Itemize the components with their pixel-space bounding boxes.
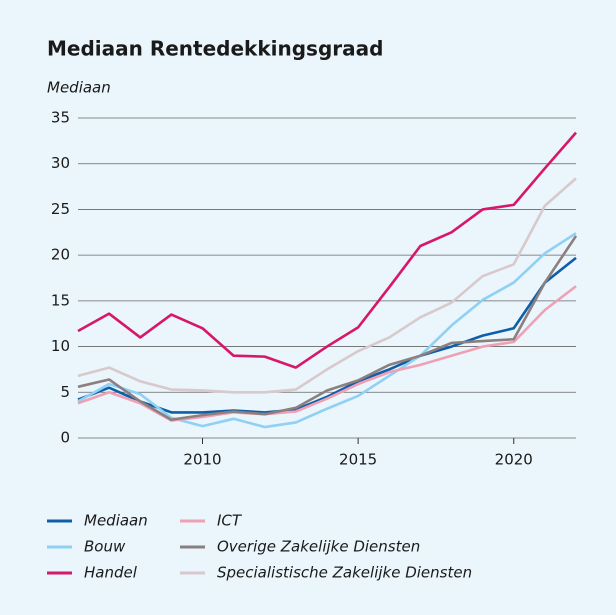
x-tick-label: 2020 (495, 451, 533, 469)
series-line (77, 285, 577, 422)
y-tick-label: 10 (51, 337, 70, 355)
chart-title: Mediaan Rentedekkingsgraad (47, 37, 383, 61)
legend-label: Bouw (84, 538, 126, 556)
y-tick-label: 20 (51, 246, 70, 264)
y-tick-label: 15 (51, 291, 70, 309)
y-tick-label: 30 (51, 154, 70, 172)
legend-label: ICT (217, 512, 243, 530)
y-tick-label: 35 (51, 109, 70, 127)
series-line (77, 131, 577, 369)
x-tick-label: 2010 (183, 451, 221, 469)
legend-label: Overige Zakelijke Diensten (217, 538, 420, 556)
y-axis-label: Mediaan (47, 79, 111, 97)
legend-label: Specialistische Zakelijke Diensten (217, 564, 472, 582)
y-tick-label: 25 (51, 200, 70, 218)
series-line (77, 232, 577, 429)
y-tick-label: 5 (60, 383, 70, 401)
legend-label: Mediaan (84, 512, 148, 530)
x-tick-label: 2015 (339, 451, 377, 469)
legend-label: Handel (84, 564, 138, 582)
series-line (77, 235, 578, 422)
y-tick-label: 0 (60, 429, 70, 447)
series-line (77, 177, 577, 394)
